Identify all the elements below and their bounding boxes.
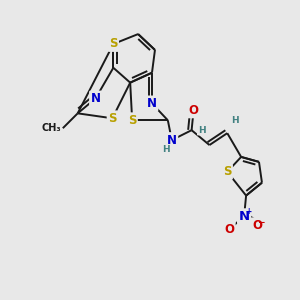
Text: N: N [147, 97, 157, 110]
Text: S: S [109, 38, 118, 50]
Text: H: H [198, 126, 205, 135]
Text: +: + [245, 207, 251, 216]
Text: H: H [231, 116, 239, 125]
Text: H: H [162, 145, 170, 154]
Text: O: O [224, 223, 234, 236]
Text: −: − [257, 218, 265, 227]
Text: S: S [128, 114, 136, 127]
Text: N: N [238, 210, 250, 223]
Text: O: O [189, 104, 199, 117]
Text: CH₃: CH₃ [41, 123, 61, 133]
Text: S: S [223, 165, 232, 178]
Text: O: O [252, 219, 262, 232]
Text: S: S [108, 112, 117, 125]
Text: N: N [91, 92, 100, 105]
Text: N: N [167, 134, 177, 147]
